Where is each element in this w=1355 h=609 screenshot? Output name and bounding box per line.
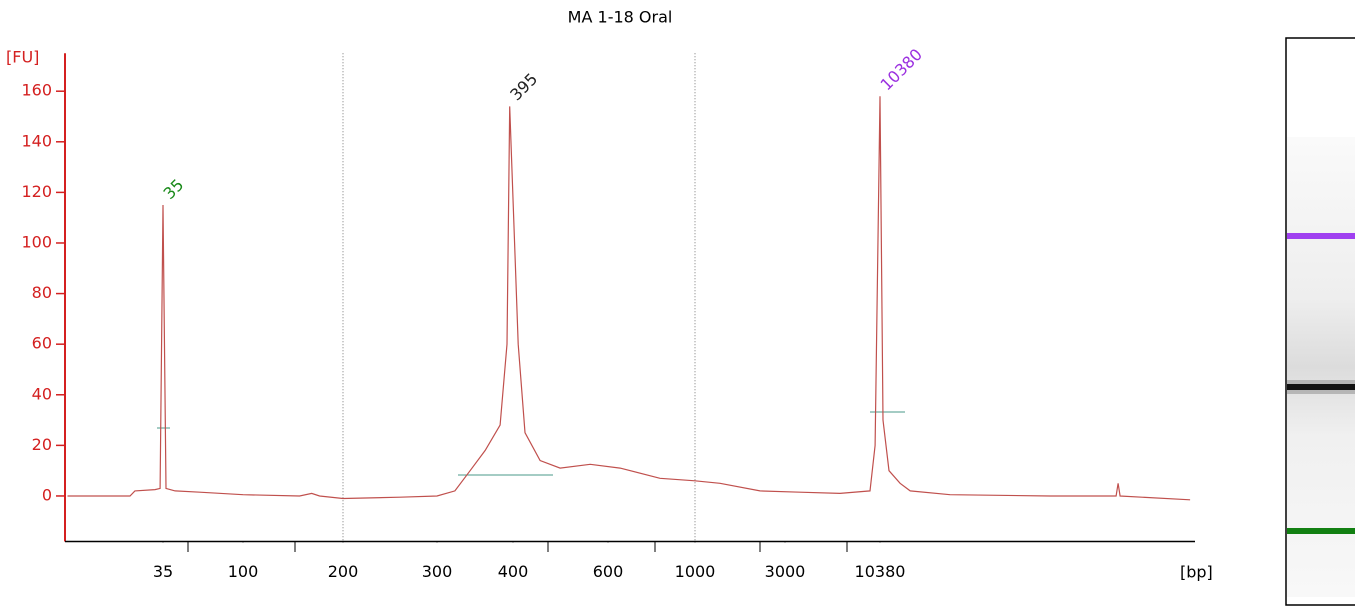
y-tick-label: 80	[32, 283, 52, 302]
x-tick-label: 300	[422, 562, 453, 581]
x-tick-label: 600	[593, 562, 624, 581]
trace-line	[67, 96, 1191, 501]
x-tick-label: 200	[328, 562, 359, 581]
y-tick-label: 60	[32, 334, 52, 353]
minor-ticks	[187, 542, 848, 552]
y-tick-label: 0	[42, 485, 52, 504]
peak-label: 10380	[877, 45, 926, 94]
y-axis-label: [FU]	[6, 48, 39, 67]
x-tick-label: 100	[228, 562, 259, 581]
peak-label: 395	[506, 69, 541, 104]
y-tick-label: 100	[21, 232, 52, 251]
x-tick-label: 1000	[675, 562, 716, 581]
x-axis-label: [bp]	[1180, 563, 1213, 582]
y-tick-label: 140	[21, 131, 52, 150]
x-tick-label: 3000	[765, 562, 806, 581]
y-tick-label: 20	[32, 435, 52, 454]
x-tick-label: 400	[498, 562, 529, 581]
chart-title: MA 1-18 Oral	[568, 8, 673, 27]
y-tick-label: 40	[32, 384, 52, 403]
x-tick-label: 10380	[855, 562, 906, 581]
gel-lane	[1285, 37, 1355, 606]
y-tick-label: 160	[21, 81, 52, 100]
peak-label: 35	[160, 175, 188, 203]
y-tick-label: 120	[21, 182, 52, 201]
x-tick-label: 35	[153, 562, 173, 581]
